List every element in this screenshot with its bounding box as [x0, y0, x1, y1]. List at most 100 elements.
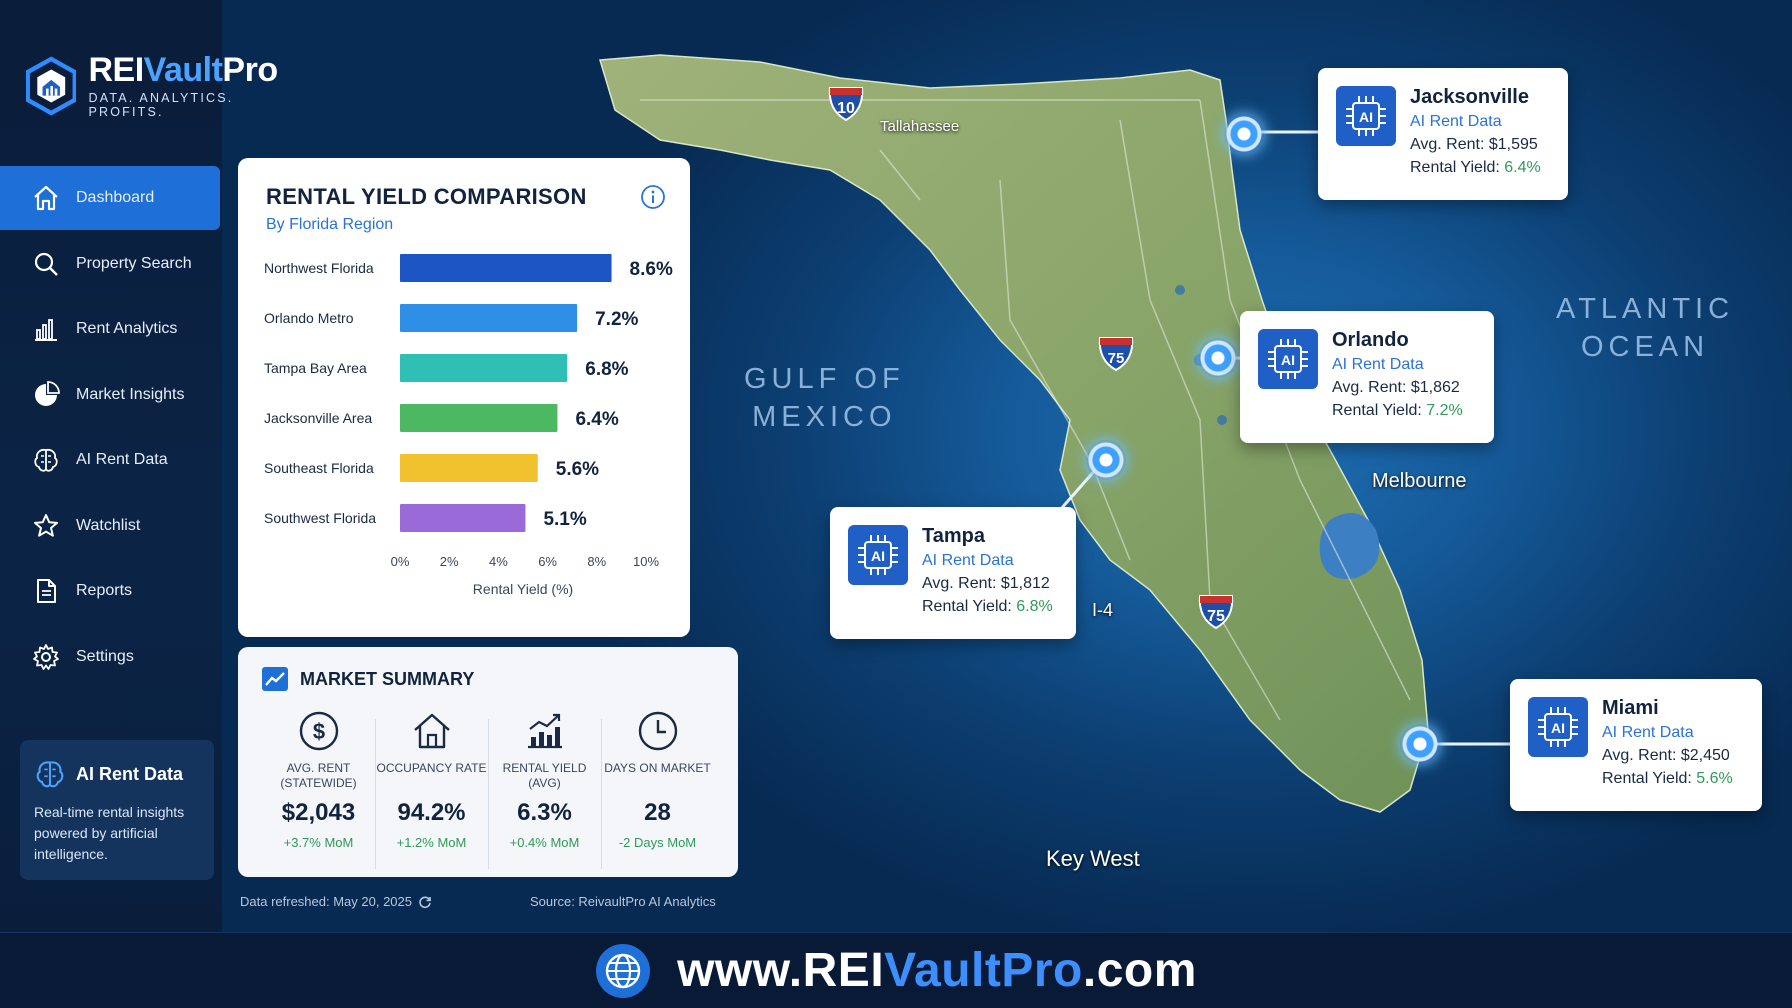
city-rental-yield: Rental Yield: 6.8% [922, 598, 1053, 615]
city-source: AI Rent Data [1332, 356, 1424, 373]
search-icon [34, 252, 58, 276]
city-name: Tampa [922, 525, 985, 547]
document-icon [37, 579, 56, 603]
sidebar-item-rent-analytics[interactable]: Rent Analytics [0, 297, 222, 361]
panel-title: RENTAL YIELD COMPARISON [266, 184, 587, 209]
city-card-tampa[interactable]: AI Tampa AI Rent Data Avg. Rent: $1,812 … [830, 507, 1076, 639]
orlando-pin[interactable] [1198, 338, 1238, 378]
data-source: Source: ReivaultPro AI Analytics [530, 894, 716, 909]
city-name: Miami [1602, 697, 1659, 719]
house-icon [413, 713, 450, 749]
ai-card-title: AI Rent Data [76, 763, 184, 784]
svg-text:AI: AI [1551, 720, 1565, 736]
rental-yield-panel: RENTAL YIELD COMPARISON By Florida Regio… [238, 158, 690, 637]
market-summary-panel: MARKET SUMMARY $ AVG. RENT (STATEWIDE) $… [238, 647, 738, 877]
tick-label: 4% [489, 554, 508, 569]
metric-delta: -2 Days MoM [618, 835, 697, 850]
info-icon[interactable] [640, 184, 666, 210]
sidebar-item-label: Market Insights [76, 385, 185, 403]
refresh-icon[interactable] [418, 895, 432, 909]
metric-avg-rent: $ AVG. RENT (STATEWIDE) $2,043 +3.7% MoM [262, 709, 375, 850]
city-avg-rent: Avg. Rent: $2,450 [1602, 747, 1730, 764]
city-source: AI Rent Data [1410, 113, 1502, 130]
sidebar-item-reports[interactable]: Reports [0, 559, 222, 623]
footer: www.REIVaultPro.com [0, 932, 1792, 1008]
metric-label: RENTAL YIELD (AVG) [502, 761, 587, 790]
sidebar-item-label: AI Rent Data [76, 451, 168, 468]
ai-chip-icon: AI [848, 525, 908, 585]
value-label: 5.1% [543, 509, 586, 530]
city-name: Jacksonville [1410, 86, 1529, 108]
ai-rent-data-promo[interactable]: AI Rent Data Real-time rental insights p… [20, 740, 214, 880]
metric-value: $2,043 [281, 799, 356, 826]
value-label: 6.8% [585, 359, 628, 380]
metric-label: OCCUPANCY RATE [376, 761, 487, 775]
bar [400, 354, 568, 382]
brain-icon [36, 761, 64, 788]
city-source: AI Rent Data [922, 552, 1014, 569]
value-label: 6.4% [575, 409, 618, 430]
sidebar-item-label: Watchlist [76, 516, 141, 534]
highway-75-north-shield: 75 [1098, 337, 1134, 372]
summary-title: MARKET SUMMARY [300, 668, 475, 689]
brain-icon [34, 448, 58, 472]
bar [400, 404, 558, 432]
ai-chip-icon: AI [1258, 329, 1318, 389]
metric-rental-yield: RENTAL YIELD (AVG) 6.3% +0.4% MoM [488, 709, 601, 869]
x-axis-label: Rental Yield (%) [473, 581, 573, 597]
city-rental-yield: Rental Yield: 7.2% [1332, 402, 1463, 419]
summary-metrics: $ AVG. RENT (STATEWIDE) $2,043 +3.7% MoM… [262, 709, 714, 869]
value-label: 8.6% [630, 259, 673, 280]
miami-pin[interactable] [1400, 724, 1440, 764]
rental-yield-chart[interactable]: Northwest Florida 8.6% Orlando Metro 7.2% Ta… [238, 158, 690, 637]
category-label: Jacksonville Area [264, 410, 372, 426]
sidebar-item-settings[interactable]: Settings [0, 625, 222, 689]
pie-chart-icon [35, 380, 60, 406]
atlantic-ocean-label: ATLANTIC OCEAN [1556, 293, 1735, 363]
sidebar-item-label: Settings [76, 647, 134, 665]
metric-delta: +0.4% MoM [509, 835, 580, 850]
metric-label: AVG. RENT (STATEWIDE) [280, 761, 357, 790]
sidebar: REIVaultPro DATA. ANALYTICS. PROFITS. Da… [0, 0, 278, 932]
sidebar-item-property-search[interactable]: Property Search [0, 232, 222, 296]
highway-10-shield: 10 [828, 87, 864, 122]
lake-okeechobee [1319, 512, 1380, 579]
svg-text:$: $ [312, 719, 324, 744]
category-label: Orlando Metro [264, 310, 354, 326]
category-label: Tampa Bay Area [264, 360, 367, 376]
tampa-pin[interactable] [1086, 440, 1126, 480]
category-label: Southwest Florida [264, 510, 376, 526]
home-icon [34, 185, 58, 211]
gulf-of-mexico-label: GULF OF MEXICO [744, 363, 905, 433]
sidebar-item-dashboard[interactable]: Dashboard [0, 166, 220, 230]
sidebar-item-label: Rent Analytics [76, 320, 178, 337]
bar [400, 304, 578, 332]
website-url[interactable]: www.REIVaultPro.com [677, 944, 1197, 997]
sidebar-item-market-insights[interactable]: Market Insights [0, 363, 222, 427]
sidebar-item-watchlist[interactable]: Watchlist [0, 494, 222, 558]
city-avg-rent: Avg. Rent: $1,595 [1410, 136, 1538, 153]
metric-delta: +3.7% MoM [283, 835, 354, 850]
road-network [640, 99, 1411, 721]
svg-text:AI: AI [871, 548, 885, 564]
data-refreshed: Data refreshed: May 20, 2025 [240, 894, 432, 909]
metric-value: 28 [644, 799, 671, 826]
metric-label: DAYS ON MARKET [604, 761, 711, 775]
sidebar-nav: Dashboard Property Search Rent Analytics… [0, 166, 222, 690]
city-card-orlando[interactable]: AI Orlando AI Rent Data Avg. Rent: $1,86… [1240, 311, 1494, 443]
ai-chip-icon: AI [1336, 86, 1396, 146]
svg-text:75: 75 [1207, 608, 1225, 625]
sidebar-item-ai-rent-data[interactable]: AI Rent Data [0, 428, 222, 492]
metric-occupancy: OCCUPANCY RATE 94.2% +1.2% MoM [375, 709, 488, 869]
tick-label: 10% [633, 554, 659, 569]
sidebar-item-label: Reports [76, 582, 133, 599]
value-label: 7.2% [595, 309, 638, 330]
city-name: Orlando [1332, 329, 1409, 351]
jacksonville-pin[interactable] [1224, 114, 1264, 154]
brand[interactable]: REIVaultPro DATA. ANALYTICS. PROFITS. [26, 52, 285, 119]
globe-icon [596, 943, 651, 998]
svg-text:10: 10 [837, 100, 855, 117]
svg-text:AI: AI [1359, 109, 1373, 125]
city-card-jacksonville[interactable]: AI Jacksonville AI Rent Data Avg. Rent: … [1318, 68, 1568, 200]
city-card-miami[interactable]: AI Miami AI Rent Data Avg. Rent: $2,450 … [1510, 679, 1762, 811]
